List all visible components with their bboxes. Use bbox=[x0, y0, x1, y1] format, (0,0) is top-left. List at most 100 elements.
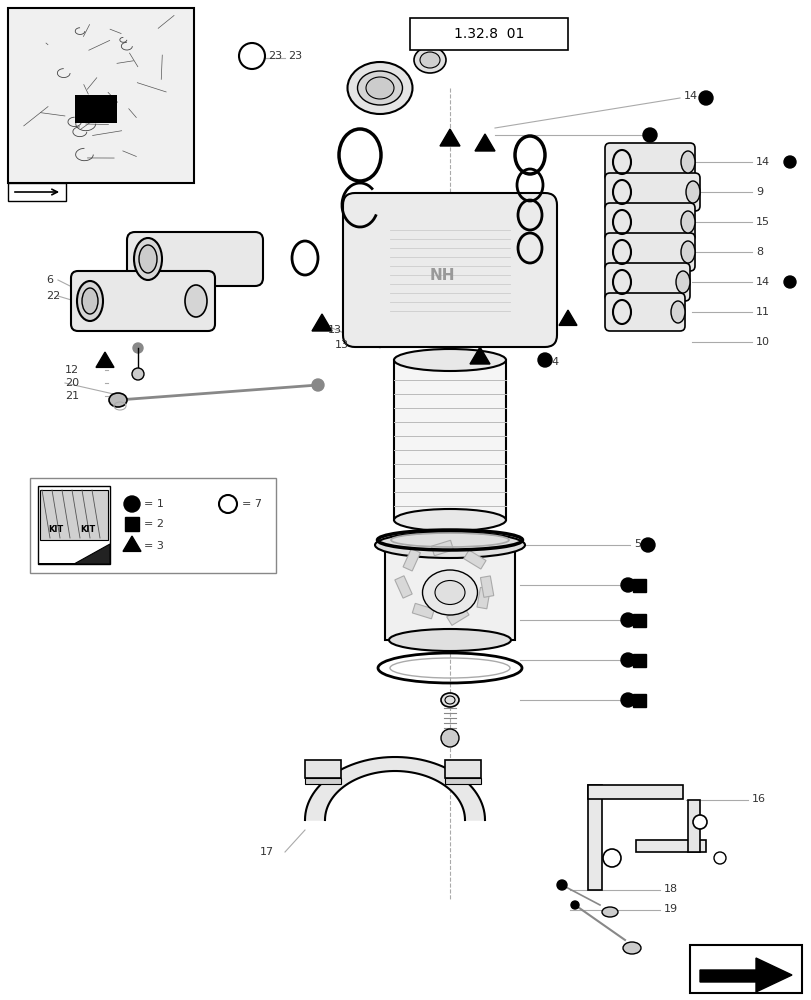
Ellipse shape bbox=[435, 580, 465, 604]
Bar bbox=[480, 576, 493, 597]
Text: = 3: = 3 bbox=[144, 541, 164, 551]
Ellipse shape bbox=[134, 238, 162, 280]
Bar bbox=[8, 183, 66, 201]
Text: 6: 6 bbox=[46, 275, 53, 285]
Text: 5: 5 bbox=[633, 539, 640, 549]
Text: 22: 22 bbox=[46, 291, 60, 301]
FancyBboxPatch shape bbox=[342, 193, 556, 347]
Circle shape bbox=[124, 496, 139, 512]
Text: 21: 21 bbox=[65, 391, 79, 401]
FancyBboxPatch shape bbox=[604, 263, 689, 301]
Text: 8: 8 bbox=[755, 247, 762, 257]
Text: 23: 23 bbox=[288, 51, 302, 61]
Bar bbox=[75, 95, 117, 123]
Bar bbox=[446, 606, 469, 625]
Circle shape bbox=[783, 156, 795, 168]
Text: 4: 4 bbox=[551, 357, 557, 367]
Circle shape bbox=[620, 613, 634, 627]
Text: 15: 15 bbox=[755, 217, 769, 227]
Polygon shape bbox=[558, 310, 577, 325]
Text: 1.32.8  01: 1.32.8 01 bbox=[453, 27, 524, 41]
Bar bbox=[393, 360, 505, 520]
Bar bbox=[633, 613, 646, 626]
Text: 23: 23 bbox=[268, 51, 281, 61]
Bar bbox=[587, 785, 601, 890]
Ellipse shape bbox=[185, 285, 207, 317]
Circle shape bbox=[556, 880, 566, 890]
Circle shape bbox=[538, 353, 551, 367]
Text: 16: 16 bbox=[751, 794, 765, 804]
Ellipse shape bbox=[414, 47, 445, 73]
Bar bbox=[125, 517, 139, 531]
Ellipse shape bbox=[440, 693, 458, 707]
Ellipse shape bbox=[357, 71, 402, 105]
Ellipse shape bbox=[422, 570, 477, 615]
Text: 9: 9 bbox=[755, 187, 762, 197]
Ellipse shape bbox=[676, 271, 689, 293]
Ellipse shape bbox=[670, 301, 684, 323]
Bar bbox=[633, 578, 646, 591]
Circle shape bbox=[713, 852, 725, 864]
Ellipse shape bbox=[139, 245, 157, 273]
Ellipse shape bbox=[622, 942, 640, 954]
Bar bbox=[431, 540, 453, 556]
Bar bbox=[689, 945, 801, 993]
Ellipse shape bbox=[77, 281, 103, 321]
FancyBboxPatch shape bbox=[604, 203, 694, 241]
Bar bbox=[38, 486, 109, 564]
Bar bbox=[633, 694, 646, 706]
Text: 20: 20 bbox=[65, 378, 79, 388]
Polygon shape bbox=[305, 757, 484, 820]
FancyBboxPatch shape bbox=[604, 143, 694, 181]
Text: KIT: KIT bbox=[49, 526, 63, 534]
Polygon shape bbox=[122, 536, 141, 551]
Text: = 1: = 1 bbox=[144, 499, 164, 509]
Polygon shape bbox=[38, 544, 109, 564]
Polygon shape bbox=[470, 347, 489, 364]
Bar bbox=[305, 778, 341, 784]
FancyBboxPatch shape bbox=[604, 173, 699, 211]
Bar bbox=[463, 550, 486, 569]
Polygon shape bbox=[440, 129, 460, 146]
Circle shape bbox=[640, 538, 654, 552]
Text: KIT: KIT bbox=[80, 526, 96, 534]
Ellipse shape bbox=[680, 241, 694, 263]
Ellipse shape bbox=[366, 77, 393, 99]
Circle shape bbox=[620, 578, 634, 592]
Bar bbox=[587, 785, 682, 799]
Ellipse shape bbox=[680, 211, 694, 233]
Text: 11: 11 bbox=[755, 307, 769, 317]
Bar bbox=[687, 800, 699, 852]
Text: NH: NH bbox=[429, 267, 454, 282]
Ellipse shape bbox=[82, 288, 98, 314]
Bar bbox=[635, 840, 705, 852]
Ellipse shape bbox=[388, 629, 510, 651]
Polygon shape bbox=[311, 314, 332, 331]
Ellipse shape bbox=[375, 532, 525, 558]
Circle shape bbox=[570, 901, 578, 909]
Text: 14: 14 bbox=[683, 91, 697, 101]
FancyBboxPatch shape bbox=[604, 293, 684, 331]
Bar bbox=[633, 654, 646, 666]
FancyBboxPatch shape bbox=[71, 271, 215, 331]
Ellipse shape bbox=[419, 52, 440, 68]
Ellipse shape bbox=[685, 181, 699, 203]
Bar bbox=[402, 549, 420, 571]
Bar bbox=[40, 490, 108, 540]
Circle shape bbox=[311, 379, 324, 391]
Bar bbox=[444, 778, 480, 784]
Text: = 2: = 2 bbox=[144, 519, 164, 529]
Bar bbox=[476, 587, 490, 609]
Text: 14: 14 bbox=[755, 277, 769, 287]
FancyBboxPatch shape bbox=[127, 232, 263, 286]
Text: 13: 13 bbox=[335, 340, 349, 350]
Polygon shape bbox=[474, 134, 495, 151]
Bar bbox=[410, 18, 568, 50]
Text: 17: 17 bbox=[260, 847, 274, 857]
Polygon shape bbox=[96, 352, 114, 367]
Circle shape bbox=[692, 815, 706, 829]
Ellipse shape bbox=[347, 62, 412, 114]
Text: 14: 14 bbox=[755, 157, 769, 167]
Circle shape bbox=[133, 343, 143, 353]
Circle shape bbox=[440, 729, 458, 747]
